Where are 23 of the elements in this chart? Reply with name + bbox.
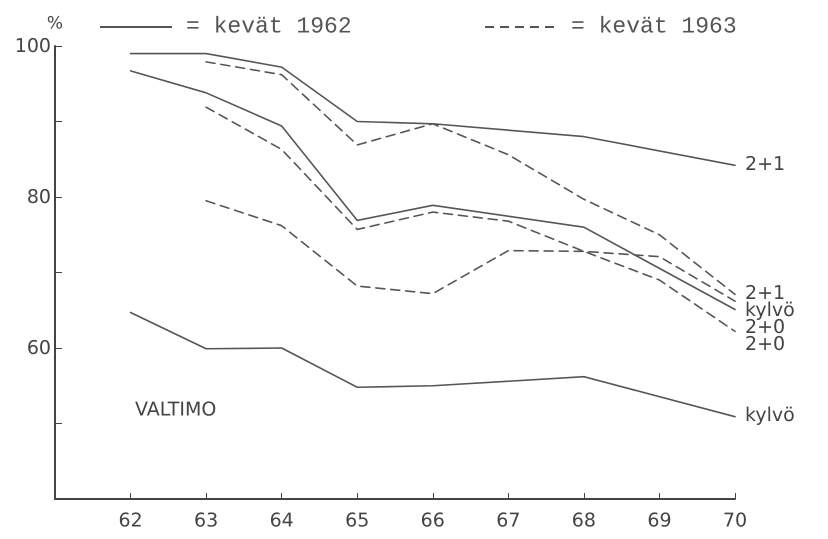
series-label: 2+0 [745, 332, 786, 355]
line-series [130, 312, 736, 418]
series-label: kylvö [745, 404, 795, 426]
line-series [205, 106, 736, 332]
x-tick-label: 64 [270, 510, 294, 532]
x-tick-label: 67 [496, 510, 520, 532]
x-tick-label: 65 [345, 510, 370, 532]
series-label: 2+1 [745, 152, 786, 175]
x-tick-label: 66 [420, 510, 445, 532]
text: = kevät 1963 [571, 14, 737, 40]
line-series [130, 70, 736, 310]
x-tick-label: 62 [118, 510, 143, 532]
series-label: kylvö [745, 298, 795, 321]
annotation: VALTIMO [135, 398, 216, 420]
text: = kevät 1962 [186, 14, 352, 40]
y-tick-label: 80 [26, 186, 51, 208]
y-tick-label: 60 [26, 337, 51, 359]
x-tick-label: 63 [194, 510, 218, 532]
y-axis-title: % [46, 14, 64, 34]
y-tick-label: 100 [14, 35, 51, 57]
x-tick-label: 70 [722, 510, 748, 532]
x-tick-label: 68 [572, 510, 596, 532]
x-tick-label: 69 [647, 510, 672, 532]
